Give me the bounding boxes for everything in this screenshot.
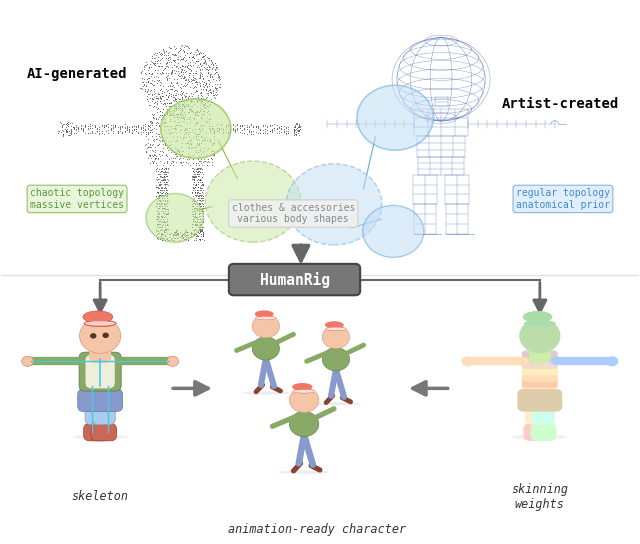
FancyBboxPatch shape (524, 424, 549, 441)
Text: regular topology
anatomical prior: regular topology anatomical prior (516, 188, 610, 210)
FancyBboxPatch shape (529, 341, 551, 363)
Text: skeleton: skeleton (72, 490, 129, 503)
FancyBboxPatch shape (522, 363, 557, 375)
Text: animation-ready character: animation-ready character (228, 523, 406, 536)
Circle shape (79, 318, 121, 354)
FancyBboxPatch shape (522, 350, 557, 362)
FancyBboxPatch shape (92, 398, 115, 425)
Ellipse shape (292, 389, 316, 393)
Circle shape (363, 206, 424, 257)
Ellipse shape (72, 434, 128, 440)
Ellipse shape (524, 320, 556, 326)
FancyBboxPatch shape (89, 341, 111, 363)
Circle shape (357, 85, 433, 150)
Circle shape (289, 412, 319, 437)
FancyBboxPatch shape (79, 352, 121, 391)
Circle shape (252, 314, 280, 338)
Ellipse shape (512, 434, 568, 440)
Circle shape (146, 194, 204, 242)
Circle shape (161, 99, 231, 158)
Text: AI-generated: AI-generated (27, 67, 127, 82)
Circle shape (606, 356, 618, 366)
FancyBboxPatch shape (91, 424, 116, 441)
FancyBboxPatch shape (531, 424, 556, 441)
Circle shape (205, 161, 301, 242)
Circle shape (252, 337, 280, 360)
Text: skinning
weights: skinning weights (511, 483, 568, 511)
Circle shape (102, 332, 109, 338)
Ellipse shape (241, 391, 290, 394)
FancyBboxPatch shape (522, 357, 557, 369)
FancyBboxPatch shape (77, 389, 123, 412)
Ellipse shape (325, 327, 346, 331)
FancyBboxPatch shape (84, 424, 109, 441)
Circle shape (90, 333, 97, 338)
Circle shape (519, 318, 561, 354)
FancyBboxPatch shape (522, 370, 557, 382)
Ellipse shape (293, 390, 315, 393)
Ellipse shape (325, 321, 344, 329)
FancyBboxPatch shape (522, 376, 557, 388)
Ellipse shape (278, 471, 330, 474)
FancyBboxPatch shape (85, 398, 108, 425)
Ellipse shape (312, 402, 360, 405)
FancyBboxPatch shape (532, 398, 555, 425)
FancyBboxPatch shape (517, 389, 563, 412)
Text: Artist-created: Artist-created (502, 97, 620, 111)
Circle shape (166, 356, 179, 366)
Ellipse shape (255, 311, 274, 318)
Circle shape (323, 348, 349, 371)
Ellipse shape (292, 383, 312, 391)
FancyBboxPatch shape (86, 355, 115, 388)
Ellipse shape (255, 316, 276, 320)
Circle shape (286, 164, 382, 245)
Circle shape (22, 356, 34, 366)
Text: chaotic topology
massive vertices: chaotic topology massive vertices (30, 188, 124, 210)
Ellipse shape (84, 320, 116, 326)
Ellipse shape (83, 311, 113, 323)
Ellipse shape (326, 327, 346, 330)
Circle shape (323, 325, 349, 349)
Ellipse shape (523, 311, 552, 323)
FancyBboxPatch shape (525, 398, 548, 425)
Circle shape (461, 356, 474, 366)
Ellipse shape (85, 322, 115, 325)
FancyBboxPatch shape (229, 264, 360, 295)
Circle shape (289, 387, 319, 412)
Ellipse shape (256, 317, 276, 319)
Text: HumanRig: HumanRig (259, 271, 330, 288)
Text: clothes & accessories
various body shapes: clothes & accessories various body shape… (232, 203, 355, 224)
